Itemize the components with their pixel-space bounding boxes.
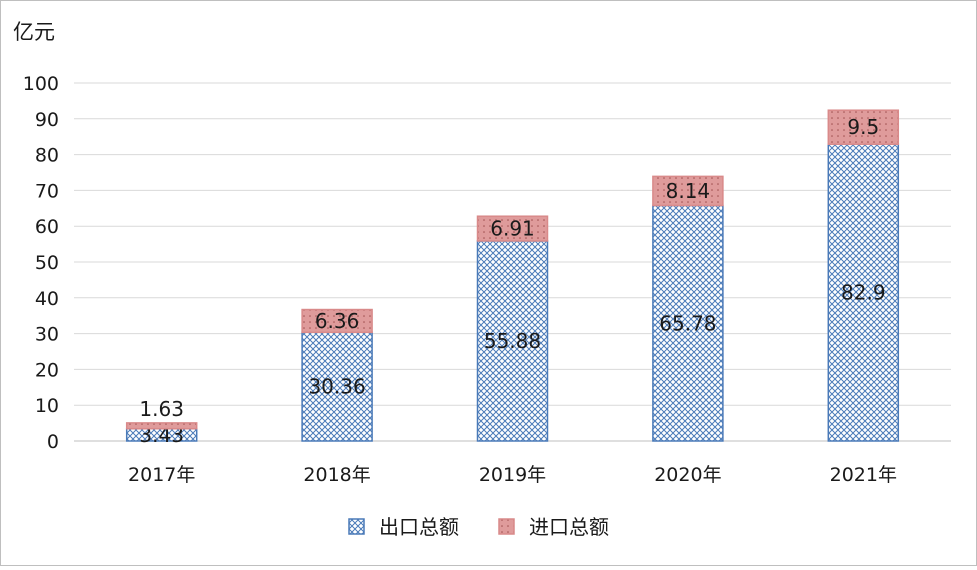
legend-swatch-import bbox=[498, 518, 515, 535]
export-bar bbox=[301, 331, 373, 442]
export-bar bbox=[652, 204, 724, 442]
export-data-label: 65.78 bbox=[659, 311, 716, 335]
legend: 出口总额 进口总额 bbox=[348, 515, 609, 539]
y-tick-label: 50 bbox=[35, 252, 59, 274]
export-data-label: 55.88 bbox=[484, 329, 541, 353]
y-tick-label: 0 bbox=[47, 431, 59, 453]
y-tick-label: 100 bbox=[23, 73, 59, 95]
import-data-label: 6.36 bbox=[315, 309, 360, 333]
y-tick-label: 40 bbox=[35, 288, 59, 310]
x-axis: 2017年 2018年 2019年 2020年 2021年 bbox=[128, 464, 897, 486]
x-tick-label: 2019年 bbox=[479, 464, 546, 486]
bars: 3.431.6330.366.3655.886.9165.788.1482.99… bbox=[125, 109, 900, 447]
y-unit-label: 亿元 bbox=[13, 20, 55, 44]
legend-swatch-export bbox=[348, 518, 365, 535]
x-tick-label: 2018年 bbox=[303, 464, 370, 486]
y-tick-label: 70 bbox=[35, 180, 59, 202]
export-bar bbox=[476, 240, 549, 442]
x-tick-label: 2021年 bbox=[830, 464, 897, 486]
export-data-label: 82.9 bbox=[841, 281, 886, 305]
import-data-label: 9.5 bbox=[847, 115, 879, 139]
import-bar bbox=[125, 422, 198, 430]
y-tick-label: 80 bbox=[35, 145, 59, 167]
y-tick-label: 20 bbox=[35, 359, 59, 381]
import-bar bbox=[301, 308, 373, 334]
import-bar bbox=[652, 175, 724, 207]
import-bar bbox=[476, 215, 549, 242]
import-data-label: 1.63 bbox=[139, 397, 184, 421]
export-data-label: 30.36 bbox=[308, 375, 365, 399]
legend-label-import: 进口总额 bbox=[529, 515, 609, 539]
import-bar bbox=[827, 109, 900, 145]
import-data-label: 6.91 bbox=[490, 217, 535, 241]
y-tick-label: 90 bbox=[35, 109, 59, 131]
y-axis: 0 10 20 30 40 50 60 70 80 90 100 bbox=[23, 73, 59, 453]
import-data-label: 8.14 bbox=[666, 179, 711, 203]
legend-label-export: 出口总额 bbox=[379, 515, 459, 539]
y-tick-label: 30 bbox=[35, 324, 59, 346]
x-tick-label: 2020年 bbox=[654, 464, 721, 486]
x-tick-label: 2017年 bbox=[128, 464, 195, 486]
y-tick-label: 10 bbox=[35, 395, 59, 417]
y-tick-label: 60 bbox=[35, 216, 59, 238]
export-bar bbox=[827, 143, 900, 442]
